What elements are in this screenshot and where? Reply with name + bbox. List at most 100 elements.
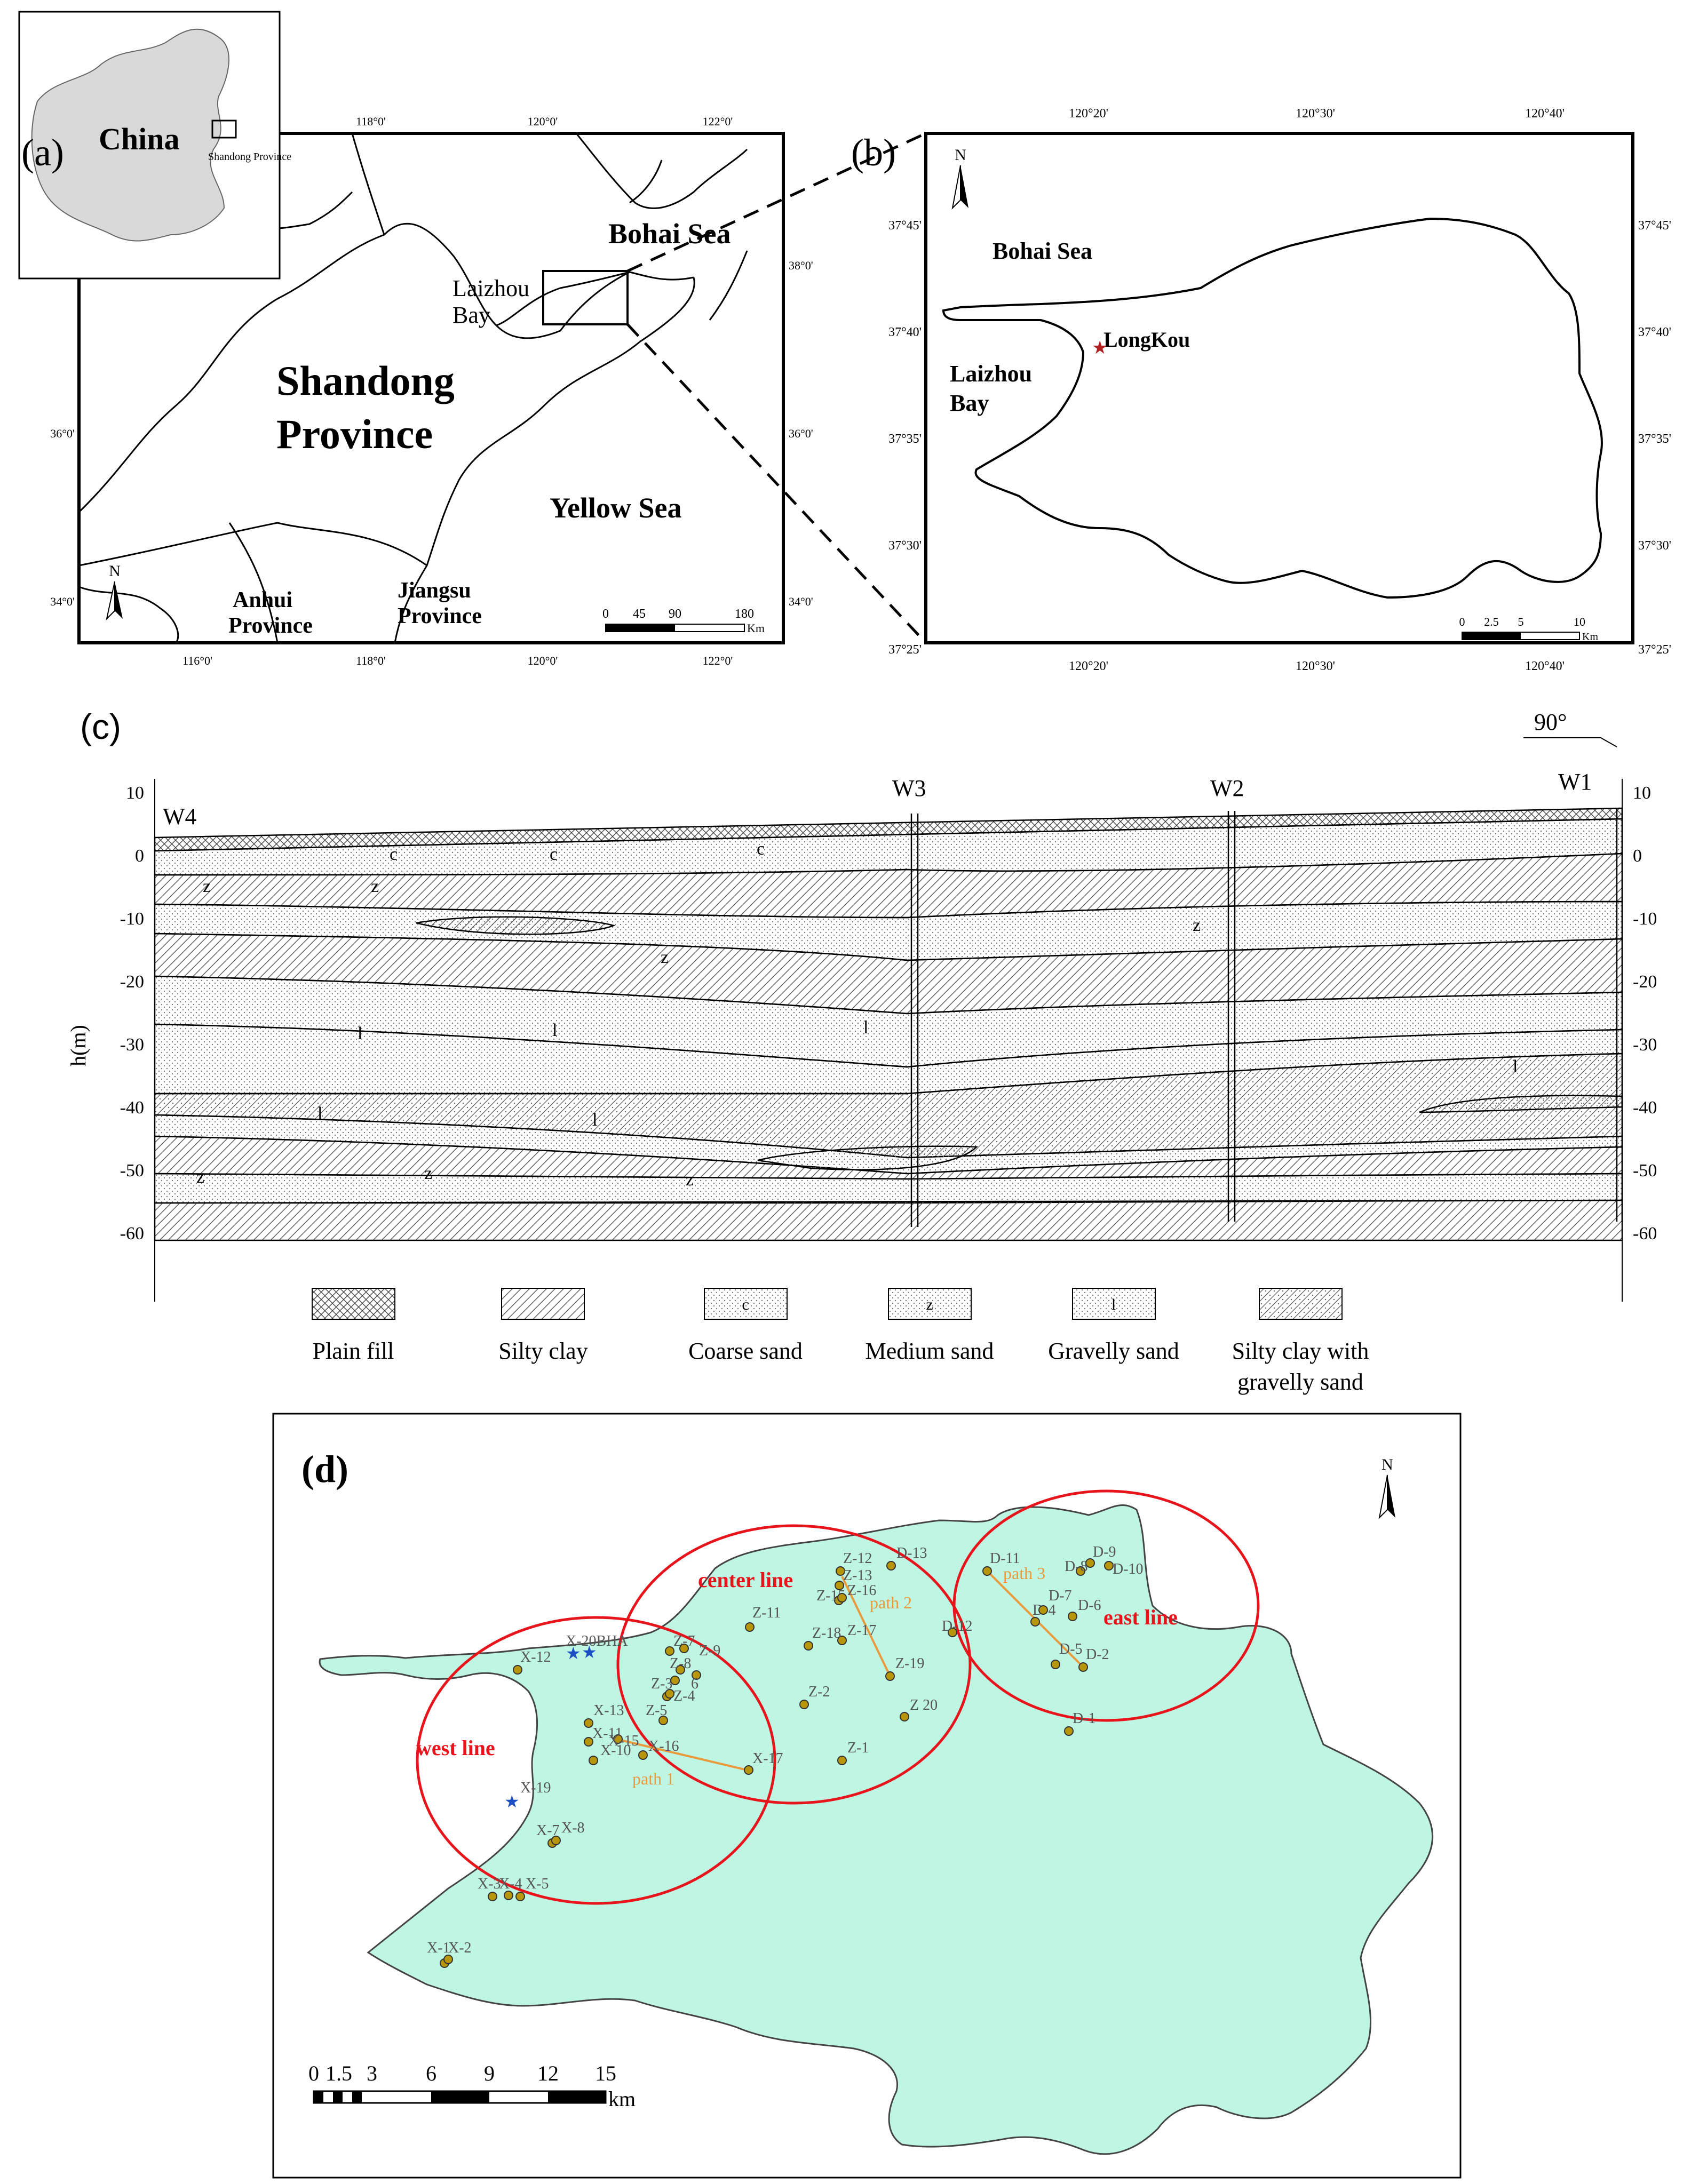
well-d-9: D-9 [1085, 1544, 1116, 1568]
lens-1 [416, 916, 616, 935]
panel-c-yticks-right: 10 0 -10 -20 -30 -40 -50 -60 [1633, 783, 1657, 1244]
panel-b-lon-bot-0: 120°20' [1069, 659, 1108, 673]
zone-west-ellipse [416, 1616, 776, 1905]
svg-text:-30: -30 [120, 1035, 144, 1055]
legend-item-coarse-sand: c Coarse sand [688, 1288, 803, 1364]
svg-text:z: z [1193, 915, 1201, 935]
panel-d-north-arrow: N [1378, 1456, 1395, 1519]
d-scale-1: 1.5 [325, 2061, 352, 2085]
svg-text:Z-4: Z-4 [673, 1688, 695, 1704]
svg-text:Silty clay: Silty clay [498, 1338, 587, 1364]
inset-china-label: China [99, 122, 180, 156]
well-w2: W2 [1210, 775, 1244, 801]
panel-b-label: (b) [851, 131, 896, 174]
panel-a-lat-tick-0r: 34°0' [789, 595, 813, 608]
svg-text:z: z [371, 876, 379, 896]
well-x-5: X-5 [515, 1876, 549, 1901]
svg-text:Z-12: Z-12 [843, 1550, 872, 1567]
panel-a-north-arrow: N [106, 562, 123, 621]
svg-text:X-16: X-16 [648, 1738, 679, 1755]
well-d-11: D-11 [982, 1550, 1020, 1576]
layer-marks: c c c z z z z l l l l l l z z z [196, 839, 1518, 1190]
well-x-8: X-8 [551, 1820, 585, 1845]
panel-b-scale-tick-0: 0 [1459, 615, 1465, 628]
svg-text:X-10: X-10 [600, 1742, 631, 1759]
panel-b-lon-top-2: 120°40' [1525, 107, 1565, 121]
svg-text:D-2: D-2 [1086, 1646, 1109, 1663]
svg-text:l: l [552, 1021, 557, 1040]
well-z-5: Z-5 [646, 1702, 668, 1725]
svg-text:Medium sand: Medium sand [866, 1338, 994, 1364]
bha-star-2: ★ [582, 1643, 597, 1662]
svg-text:gravelly sand: gravelly sand [1237, 1369, 1363, 1395]
svg-text:Z-19: Z-19 [895, 1655, 924, 1672]
panel-b-north-arrow: N [951, 146, 968, 210]
well-d-2: D-2 [1078, 1646, 1109, 1672]
direction-arrow [1523, 737, 1617, 747]
well-x-10: X-10 [589, 1742, 631, 1765]
svg-text:N: N [109, 562, 121, 580]
well-z-12: Z-12 [836, 1550, 872, 1576]
well-z-16: Z-16 [837, 1582, 876, 1603]
legend-item-silty-clay: Silty clay [498, 1288, 588, 1364]
well-d-13: D-13 [886, 1545, 927, 1571]
panel-a-laizhou-1: Laizhou [452, 275, 529, 301]
zone-center-ellipse [616, 1524, 972, 1805]
svg-text:z: z [424, 1163, 432, 1183]
panel-a-lon-tick-2: 120°0' [528, 654, 558, 667]
inset-province-note: Shandong Province [208, 151, 291, 163]
svg-text:-40: -40 [120, 1098, 144, 1118]
panel-a-scale-tick-2: 90 [669, 607, 681, 621]
panel-c-legend: Plain fill Silty clay c Coarse sand z Me… [312, 1288, 1369, 1395]
svg-text:0: 0 [135, 846, 144, 866]
well-z-4: Z-4 [665, 1688, 695, 1704]
well-d-8: D-8 [1065, 1558, 1088, 1576]
svg-text:l: l [863, 1018, 868, 1038]
x19-label: X-19 [520, 1780, 551, 1796]
svg-text:X-8: X-8 [561, 1820, 585, 1836]
svg-text:N: N [955, 146, 966, 164]
svg-text:Z-8: Z-8 [670, 1655, 691, 1672]
svg-text:-50: -50 [1633, 1161, 1657, 1181]
svg-text:l: l [1111, 1296, 1116, 1313]
panel-a-shandong-1: Shandong [276, 357, 455, 404]
d-scale-6: 15 [595, 2061, 616, 2085]
svg-text:X-4: X-4 [499, 1876, 522, 1892]
legend-item-plain-fill: Plain fill [312, 1288, 395, 1364]
panel-a-scale-tick-0: 0 [602, 607, 609, 621]
well-x-16: X-16 [638, 1738, 679, 1760]
cross-section [154, 807, 1623, 1241]
panel-b-lat-r-1: 37°40' [1638, 325, 1671, 339]
svg-text:X-2: X-2 [448, 1940, 472, 1956]
well-d-7: D-7 [1038, 1588, 1072, 1615]
panel-c-ylabel: h(m) [66, 1025, 90, 1066]
well-x-13: X-13 [584, 1702, 624, 1728]
panel-d: (d) N west line center line east line pa… [272, 1413, 1462, 2179]
zone-east-ellipse [952, 1489, 1260, 1722]
d-scale-3: 6 [426, 2061, 436, 2085]
svg-text:z: z [196, 1167, 204, 1187]
longkou-coastline [942, 217, 1603, 599]
panel-a-lat-tick-1: 36°0' [50, 427, 75, 440]
svg-text:D-11: D-11 [990, 1550, 1020, 1567]
well-w1: W1 [1558, 769, 1592, 795]
well-w3: W3 [892, 775, 926, 801]
legend-item-silty-clay-gravelly: Silty clay with gravelly sand [1232, 1288, 1369, 1395]
svg-text:Z-11: Z-11 [752, 1605, 781, 1621]
svg-text:Z-1: Z-1 [847, 1740, 869, 1756]
svg-text:Z-16: Z-16 [847, 1582, 876, 1599]
well-x-4: X-4 [499, 1876, 522, 1900]
bha-label: X-20BHA [566, 1633, 628, 1649]
well-z-10 [670, 1676, 680, 1685]
svg-text:X-17: X-17 [752, 1750, 783, 1767]
zoom-line-top [626, 132, 927, 273]
panel-d-label: (d) [301, 1448, 348, 1490]
well-x-2: X-2 [443, 1940, 472, 1964]
svg-text:Z-17: Z-17 [847, 1622, 876, 1639]
panel-a-anhui-1: Anhui [233, 588, 292, 612]
panel-b-scale-tick-1: 2.5 [1484, 615, 1499, 628]
zoom-line-bottom [626, 323, 927, 644]
svg-text:z: z [661, 947, 669, 967]
well-d-5: D-5 [1051, 1641, 1083, 1669]
